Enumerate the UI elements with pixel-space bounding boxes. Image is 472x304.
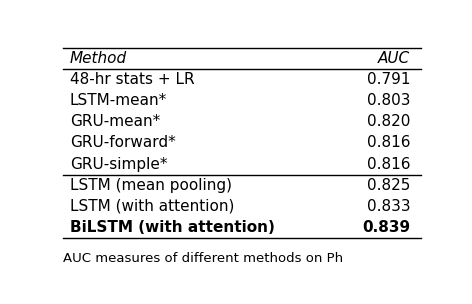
Text: 0.816: 0.816 <box>367 157 410 171</box>
Text: 48-hr stats + LR: 48-hr stats + LR <box>70 72 194 87</box>
Text: 0.825: 0.825 <box>367 178 410 193</box>
Text: LSTM (mean pooling): LSTM (mean pooling) <box>70 178 232 193</box>
Text: AUC measures of different methods on Ph: AUC measures of different methods on Ph <box>63 252 343 265</box>
Text: GRU-mean*: GRU-mean* <box>70 114 160 130</box>
Text: LSTM-mean*: LSTM-mean* <box>70 93 167 108</box>
Text: 0.820: 0.820 <box>367 114 410 130</box>
Text: GRU-forward*: GRU-forward* <box>70 136 176 150</box>
Text: Method: Method <box>70 51 127 66</box>
Text: 0.833: 0.833 <box>367 199 410 214</box>
Text: GRU-simple*: GRU-simple* <box>70 157 168 171</box>
Text: LSTM (with attention): LSTM (with attention) <box>70 199 235 214</box>
Text: 0.816: 0.816 <box>367 136 410 150</box>
Text: AUC: AUC <box>378 51 410 66</box>
Text: 0.839: 0.839 <box>362 220 410 235</box>
Text: 0.803: 0.803 <box>367 93 410 108</box>
Text: 0.791: 0.791 <box>367 72 410 87</box>
Text: BiLSTM (with attention): BiLSTM (with attention) <box>70 220 275 235</box>
